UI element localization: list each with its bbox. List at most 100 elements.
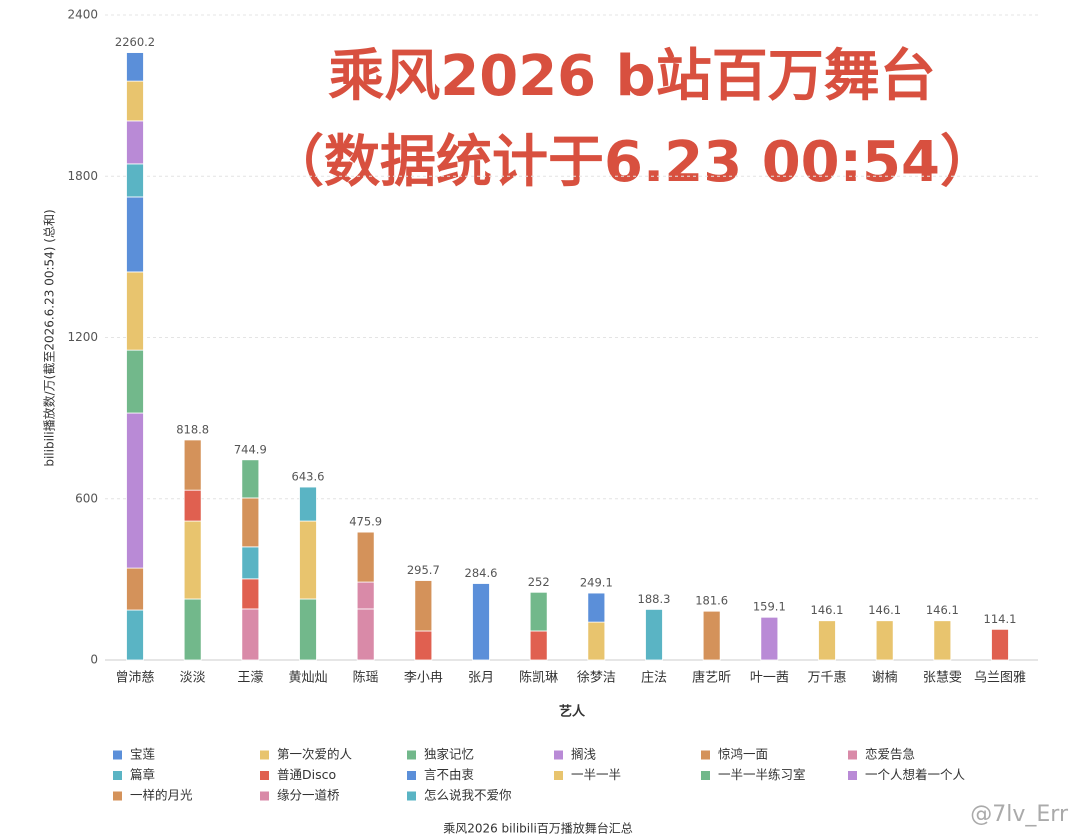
x-tick-label: 张慧雯: [923, 670, 962, 686]
legend-label: 普通Disco: [277, 767, 336, 782]
bar-segment: [183, 439, 202, 491]
x-tick-label: 庄法: [641, 670, 667, 686]
legend-label: 篇章: [130, 767, 155, 782]
legend-swatch: [554, 771, 563, 780]
legend-label: 宝莲: [130, 747, 156, 762]
bar-segment: [241, 459, 260, 499]
total-label: 284.6: [465, 566, 498, 580]
bar-segment: [587, 592, 606, 623]
y-tick-label: 600: [75, 491, 98, 505]
legend-label: 一样的月光: [130, 788, 193, 803]
y-tick-label: 0: [90, 653, 98, 667]
total-label: 744.9: [234, 442, 267, 456]
bar-segment: [241, 608, 260, 661]
bar-segment: [126, 80, 144, 122]
bar-segment: [356, 608, 375, 661]
total-label: 643.6: [292, 470, 325, 484]
legend-swatch: [407, 771, 416, 780]
total-label: 818.8: [176, 422, 209, 436]
total-label: 146.1: [868, 603, 901, 617]
legend-label: 独家记忆: [424, 747, 474, 762]
legend-swatch: [701, 771, 710, 780]
bar-segment: [126, 349, 144, 414]
bar-segment: [818, 620, 836, 661]
legend-label: 言不由衷: [424, 767, 474, 782]
x-tick-label: 淡淡: [180, 671, 206, 686]
bar-segment: [645, 608, 663, 661]
x-tick-label: 乌兰图雅: [974, 670, 1026, 686]
bar-segment: [126, 52, 144, 82]
legend-label: 一个人想着一个人: [865, 767, 966, 782]
legend-swatch: [848, 750, 857, 760]
y-tick-label: 2400: [67, 8, 98, 22]
bar-segment: [183, 489, 202, 522]
y-axis-label: bilibili播放数/万(截至2026.6.23 00:54) (总和): [42, 209, 57, 466]
bar-segment: [702, 610, 721, 661]
bar-segment: [587, 621, 606, 661]
legend-label: 惊鸿一面: [718, 747, 768, 762]
y-tick-label: 1800: [67, 169, 98, 183]
x-tick-label: 黄灿灿: [288, 671, 327, 686]
bar-segment: [875, 620, 894, 661]
total-label: 252: [528, 575, 550, 589]
bar-segment: [529, 630, 548, 661]
legend-label: 怎么说我不爱你: [424, 788, 512, 803]
bar-segment: [356, 531, 375, 583]
bar-segment: [933, 620, 952, 661]
x-tick-label: 万千惠: [807, 671, 846, 686]
bar-segment: [241, 546, 260, 580]
total-label: 249.1: [580, 576, 613, 590]
legend-swatch: [848, 771, 857, 780]
x-tick-label: 陈瑶: [353, 670, 379, 686]
total-label: 2260.2: [115, 35, 155, 49]
bar-segment: [241, 578, 260, 610]
bar-segment: [991, 628, 1009, 661]
legend-swatch: [113, 750, 122, 760]
bar-segment: [126, 412, 144, 569]
legend-swatch: [407, 750, 416, 760]
legend-swatch: [260, 791, 269, 801]
bar-segment: [126, 163, 144, 198]
legend-swatch: [554, 750, 563, 760]
chart-subtitle: （数据统计于6.23 00:54）: [268, 130, 996, 195]
total-label: 146.1: [926, 603, 959, 617]
bar-segment: [299, 520, 317, 600]
legend-label: 一半一半: [571, 767, 621, 782]
bar-segment: [414, 580, 433, 632]
x-tick-label: 唐艺昕: [692, 670, 731, 686]
x-axis-label: 艺人: [559, 704, 586, 720]
bar-segment: [760, 616, 779, 661]
bar-segment: [126, 120, 144, 165]
bar-segment: [356, 581, 375, 610]
bar-segment: [183, 598, 202, 661]
bar-segment: [241, 497, 260, 548]
bar-segment: [299, 598, 317, 661]
x-tick-label: 李小冉: [404, 671, 443, 686]
legend-label: 缘分一道桥: [277, 788, 340, 803]
total-label: 188.3: [638, 592, 671, 606]
total-label: 146.1: [811, 603, 844, 617]
bar-segment: [299, 486, 317, 522]
x-tick-label: 徐梦洁: [577, 671, 616, 686]
legend-swatch: [260, 771, 269, 780]
legend-swatch: [407, 791, 416, 801]
y-tick-label: 1200: [67, 330, 98, 344]
bar-segment: [183, 520, 202, 600]
legend-label: 恋爱告急: [865, 747, 915, 762]
caption: 乘风2026 bilibili百万播放舞台汇总: [443, 821, 633, 836]
x-tick-label: 王濛: [237, 671, 263, 686]
bar-segment: [126, 196, 144, 273]
total-label: 475.9: [349, 515, 382, 529]
bar-segment: [472, 583, 490, 661]
bar-segment: [529, 591, 548, 632]
x-tick-label: 张月: [468, 671, 494, 686]
legend-label: 搁浅: [571, 747, 596, 762]
total-label: 181.6: [695, 594, 728, 608]
x-tick-label: 叶一茜: [750, 671, 789, 686]
bar-segment: [126, 567, 144, 611]
total-label: 114.1: [984, 612, 1017, 626]
total-label: 295.7: [407, 563, 440, 577]
bar-segment: [126, 609, 144, 661]
legend-swatch: [701, 750, 710, 760]
legend-label: 一半一半练习室: [718, 767, 806, 782]
